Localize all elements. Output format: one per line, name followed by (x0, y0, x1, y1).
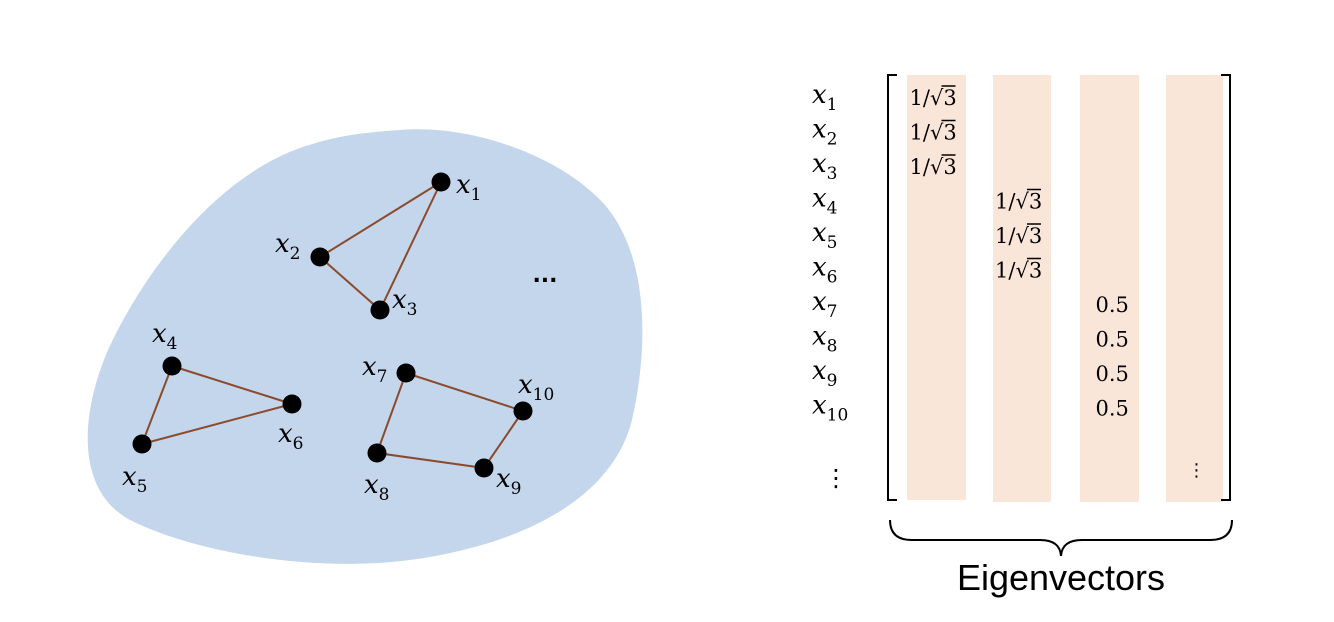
matrix-entry: 1/√3 (910, 155, 957, 179)
row-label: x8 (812, 322, 838, 357)
graph-edge (376, 452, 485, 469)
graph-node-label: x3 (392, 285, 418, 320)
graph-node (367, 443, 387, 463)
row-label: x7 (812, 287, 838, 322)
graph-nodes (132, 172, 533, 478)
row-label: x2 (812, 115, 838, 150)
graph-node-label: x5 (122, 462, 148, 497)
graph-node-label: x4 (152, 319, 178, 354)
left-bracket (887, 74, 897, 501)
graph-ellipsis: ... (532, 263, 557, 288)
row-label: x5 (812, 218, 838, 253)
graph-edges (141, 181, 524, 469)
matrix-entry: 0.5 (1096, 362, 1129, 386)
graph-edge (171, 365, 293, 405)
right-bracket (1221, 74, 1231, 501)
graph-node (513, 401, 533, 421)
graph-node (370, 300, 390, 320)
graph-edge (379, 181, 442, 311)
underbrace (889, 519, 1233, 557)
matrix-entry: 1/√3 (995, 224, 1042, 248)
row-ellipsis: ⋮ (824, 464, 848, 492)
graph-edge (141, 403, 293, 445)
row-label: x10 (812, 391, 848, 426)
graph-node-label: x6 (278, 419, 304, 454)
graph-node-label: x7 (362, 352, 388, 387)
eigenvector-column (993, 75, 1051, 502)
graph-node-labels: x1 x2 x3 x4 x5 x6 x7 x8 x9 x10 (122, 170, 554, 505)
eigenvector-column (1166, 75, 1223, 502)
graph-node-label: x10 (518, 370, 554, 405)
row-label: x3 (812, 149, 838, 184)
graph-node (162, 356, 182, 376)
graph-node-label: x8 (364, 470, 390, 505)
eigenvector-column (907, 75, 966, 500)
matrix-entry: 0.5 (1096, 293, 1129, 317)
graph-node-label: x9 (496, 464, 522, 499)
graph-edge (319, 256, 381, 311)
matrix-entry: 1/√3 (995, 190, 1042, 214)
graph-panel: x1 x2 x3 x4 x5 x6 x7 x8 x9 x10 ... (87, 129, 643, 564)
caption: Eigenvectors (957, 557, 1165, 598)
graph-node-label: x1 (456, 170, 482, 205)
row-label: x9 (812, 356, 838, 391)
graph-node (431, 172, 451, 192)
matrix-entry: 1/√3 (910, 121, 957, 145)
matrix-entry: 1/√3 (995, 259, 1042, 283)
graph-edge (483, 410, 524, 469)
row-label: x4 (812, 184, 838, 219)
graph-edge (141, 365, 173, 445)
matrix-entries: 1/√3 1/√3 1/√3 1/√3 1/√3 1/√3 0.5 0.5 0.5 0.5 ⋮ (910, 85, 1206, 481)
eigenvector-columns (907, 75, 1223, 502)
graph-node (132, 434, 152, 454)
matrix-entry: 0.5 (1096, 328, 1129, 352)
row-label: x1 (812, 80, 838, 115)
row-label: x6 (812, 253, 838, 288)
eigenvector-column (1080, 75, 1139, 502)
graph-node-label: x2 (275, 229, 301, 264)
matrix-entry: 1/√3 (910, 86, 957, 110)
column-ellipsis: ⋮ (1188, 460, 1206, 481)
graph-node (474, 458, 494, 478)
graph-edge (405, 372, 524, 412)
graph-edge (376, 372, 407, 454)
graph-edge (319, 181, 442, 258)
data-blob (87, 129, 643, 564)
graph-node (310, 247, 330, 267)
graph-node (396, 363, 416, 383)
matrix-entry: 0.5 (1096, 397, 1129, 421)
graph-node (282, 394, 302, 414)
